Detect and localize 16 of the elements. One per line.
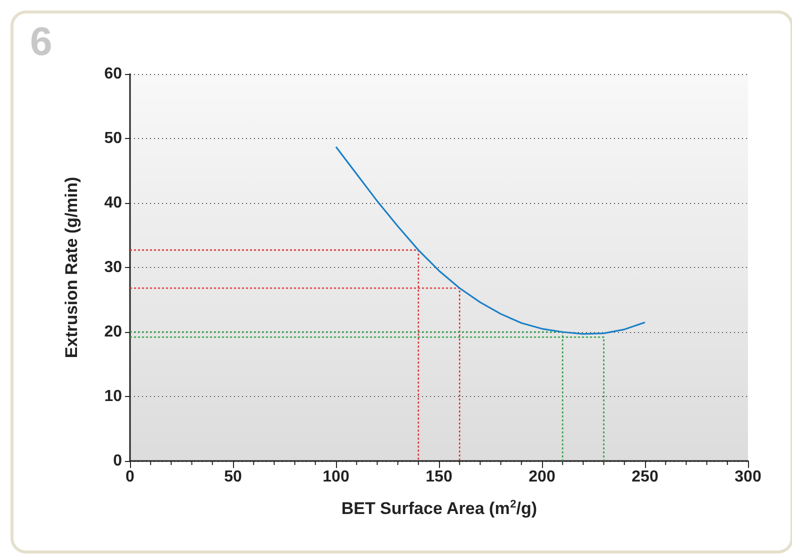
y-tick-label: 0 bbox=[113, 452, 122, 470]
x-tick-label: 250 bbox=[632, 468, 658, 486]
y-tick-label: 20 bbox=[104, 324, 122, 340]
y-tick-label: 30 bbox=[104, 259, 122, 276]
y-tick-label: 60 bbox=[104, 66, 122, 82]
x-tick-label: 200 bbox=[528, 468, 556, 486]
y-tick-label: 40 bbox=[104, 194, 122, 212]
y-tick-label: 10 bbox=[104, 388, 122, 405]
y-axis-title: Extrusion Rate (g/min) bbox=[62, 176, 81, 358]
x-tick-label: 100 bbox=[322, 468, 350, 486]
x-tick-label: 50 bbox=[224, 468, 242, 486]
line-series bbox=[335, 146, 646, 335]
x-tick-label: 300 bbox=[734, 468, 762, 486]
y-tick-label: 50 bbox=[104, 130, 122, 147]
x-tick-label: 150 bbox=[426, 468, 452, 486]
x-tick-label: 0 bbox=[126, 468, 135, 486]
